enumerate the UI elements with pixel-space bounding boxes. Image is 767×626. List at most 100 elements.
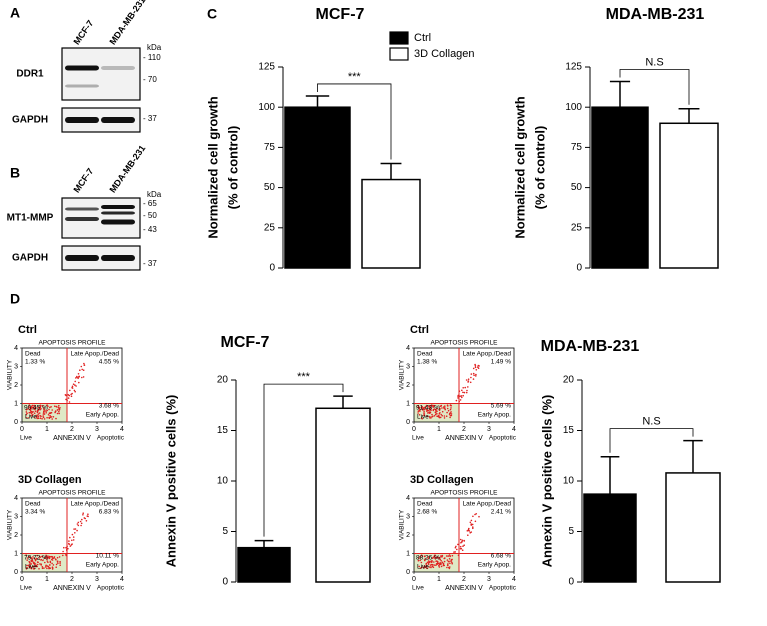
- event-dot: [41, 555, 43, 558]
- quadrant-value: 1.38 %: [417, 359, 437, 366]
- x-tick-label: 0: [412, 576, 416, 583]
- blot-row-label: GAPDH: [12, 115, 48, 126]
- x-axis-label: ANNEXIN V: [445, 435, 483, 442]
- event-dot: [459, 538, 462, 541]
- event-dot: [77, 373, 80, 375]
- event-dot: [475, 373, 477, 376]
- event-dot: [71, 533, 74, 536]
- event-dot: [62, 550, 64, 553]
- event-dot: [72, 383, 75, 386]
- event-dot: [457, 397, 459, 399]
- event-dot: [470, 373, 473, 375]
- x-tick-label: 1: [437, 426, 441, 433]
- event-dot: [45, 412, 47, 414]
- y-tick-label: 2: [14, 532, 18, 539]
- event-dot: [445, 415, 448, 418]
- event-dot: [40, 564, 42, 566]
- event-dot: [448, 560, 450, 563]
- y-tick-label: 4: [14, 495, 18, 502]
- event-dot: [418, 409, 421, 412]
- event-dot: [47, 555, 49, 557]
- event-dot: [39, 406, 41, 408]
- event-dot: [55, 566, 57, 568]
- event-dot: [460, 542, 462, 544]
- x-axis-right: Apoptotic: [97, 435, 125, 442]
- error-bar: [600, 456, 620, 495]
- event-dot: [44, 561, 46, 564]
- quadrant-value: 90.45 %: [24, 405, 48, 412]
- event-dot: [421, 555, 424, 557]
- y-tick-label: 15: [217, 425, 229, 436]
- event-dot: [441, 410, 444, 413]
- event-dot: [43, 567, 45, 569]
- x-tick-label: 3: [487, 576, 491, 583]
- x-tick-label: 4: [120, 576, 124, 583]
- blot-membrane: [61, 197, 141, 239]
- event-dot: [43, 418, 46, 420]
- y-axis-label: Normalized cell growth: [512, 96, 527, 238]
- y-tick-label: 4: [14, 345, 18, 352]
- event-dot: [25, 408, 28, 411]
- significance-label: N.S: [645, 56, 663, 68]
- event-dot: [73, 389, 76, 392]
- quadrant-value: 1.49 %: [491, 359, 511, 366]
- event-dot: [428, 411, 430, 414]
- event-dot: [440, 413, 443, 416]
- x-tick-label: 3: [95, 426, 99, 433]
- event-dot: [75, 377, 77, 379]
- event-dot: [51, 557, 54, 559]
- event-dot: [37, 413, 40, 415]
- size-marker: - 37: [143, 114, 157, 123]
- x-axis-label: ANNEXIN V: [445, 585, 483, 592]
- event-dot: [428, 561, 431, 564]
- event-dot: [44, 409, 46, 411]
- chart-title: MCF-7: [221, 334, 270, 351]
- event-dot: [472, 527, 474, 530]
- event-dot: [424, 566, 427, 569]
- event-dot: [87, 513, 89, 515]
- event-dot: [77, 521, 80, 524]
- plot-title: APOPTOSIS PROFILE: [430, 340, 498, 347]
- event-dot: [49, 564, 51, 566]
- bar: [665, 472, 721, 583]
- event-dot: [455, 399, 458, 402]
- event-dot: [443, 407, 445, 410]
- event-dot: [459, 399, 462, 401]
- event-dot: [439, 558, 442, 561]
- event-dot: [29, 407, 32, 410]
- event-dot: [72, 539, 75, 541]
- event-dot: [449, 416, 451, 419]
- event-dot: [433, 564, 436, 566]
- event-dot: [55, 417, 57, 420]
- quadrant-label: Early Apop.: [86, 412, 119, 419]
- event-dot: [440, 404, 443, 407]
- event-dot: [51, 562, 53, 565]
- quadrant-label: Live: [25, 414, 37, 421]
- event-dot: [476, 366, 479, 368]
- event-dot: [447, 409, 450, 412]
- event-dot: [51, 566, 54, 568]
- event-dot: [37, 406, 40, 409]
- bar: [591, 106, 649, 269]
- event-dot: [426, 561, 429, 564]
- event-dot: [31, 406, 34, 409]
- y-tick-label: 0: [14, 569, 18, 576]
- event-dot: [56, 409, 59, 411]
- panel-letter: D: [10, 291, 20, 307]
- event-dot: [69, 389, 71, 392]
- panel-letter: B: [10, 165, 20, 181]
- legend-swatch: [389, 31, 409, 45]
- event-dot: [38, 558, 40, 560]
- event-dot: [459, 395, 461, 398]
- event-dot: [59, 407, 61, 409]
- quadrant-value: 88.26 %: [416, 555, 440, 562]
- event-dot: [47, 414, 50, 416]
- event-dot: [65, 398, 67, 401]
- event-dot: [432, 409, 435, 412]
- event-dot: [472, 526, 474, 528]
- event-dot: [432, 556, 435, 559]
- event-dot: [26, 567, 29, 569]
- chart-title: MDA-MB-231: [606, 6, 705, 23]
- event-dot: [82, 512, 84, 514]
- event-dot: [44, 557, 47, 559]
